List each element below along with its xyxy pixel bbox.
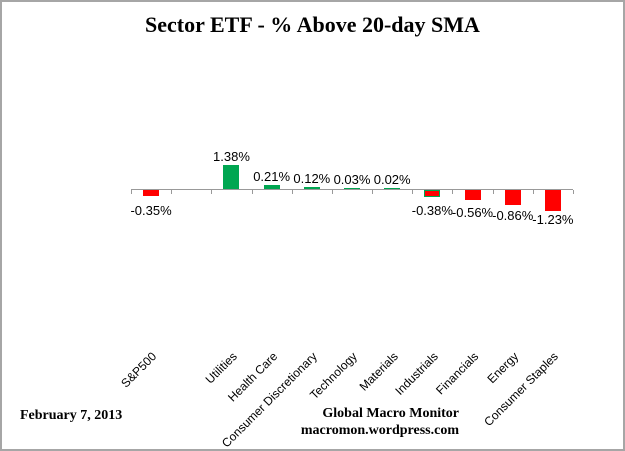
axis-tick xyxy=(533,190,534,194)
footer-brand: Global Macro Monitor macromon.wordpress.… xyxy=(301,405,459,439)
category-label: S&P500 xyxy=(118,349,160,391)
chart-title: Sector ETF - % Above 20-day SMA xyxy=(145,12,480,37)
footer-brand-name: Global Macro Monitor xyxy=(322,406,459,421)
value-label: -0.56% xyxy=(451,205,494,220)
axis-tick xyxy=(131,190,132,194)
bar-consumer-discretionary xyxy=(303,186,320,189)
bar-financials xyxy=(464,190,481,200)
axis-tick xyxy=(573,190,574,194)
bar-consumer-staples xyxy=(544,190,561,211)
value-label: 0.21% xyxy=(253,169,291,184)
bar-utilities xyxy=(223,164,240,189)
value-label: 0.03% xyxy=(333,172,371,187)
footer-date: February 7, 2013 xyxy=(20,408,123,423)
axis-tick xyxy=(252,190,253,194)
axis-tick xyxy=(372,190,373,194)
category-label: Industrials xyxy=(391,349,441,398)
value-label: 0.02% xyxy=(373,172,411,187)
axis-tick xyxy=(412,190,413,194)
category-label: Financials xyxy=(432,349,481,398)
axis-tick xyxy=(452,190,453,194)
axis-tick xyxy=(211,190,212,194)
value-label: -0.38% xyxy=(411,203,453,218)
bar-s-p500 xyxy=(143,190,160,196)
bar-technology xyxy=(344,188,360,189)
bar-industrials xyxy=(424,190,441,197)
bar-materials xyxy=(384,188,401,189)
bar-energy xyxy=(504,190,521,205)
bar-health-care xyxy=(263,185,280,190)
value-label: 1.38% xyxy=(213,149,250,164)
value-label: -0.86% xyxy=(492,208,534,223)
value-label: 0.12% xyxy=(293,171,331,186)
category-label: Consumer Staples xyxy=(481,349,562,429)
axis-tick xyxy=(171,190,172,194)
x-axis-line xyxy=(131,189,573,190)
value-label: -0.35% xyxy=(130,203,172,218)
axis-tick xyxy=(332,190,333,194)
axis-tick xyxy=(493,190,494,194)
footer-brand-url: macromon.wordpress.com xyxy=(300,423,459,438)
category-label: Utilities xyxy=(202,349,240,387)
value-label: -1.23% xyxy=(532,212,574,227)
axis-tick xyxy=(292,190,293,194)
category-label: Energy xyxy=(484,349,521,387)
